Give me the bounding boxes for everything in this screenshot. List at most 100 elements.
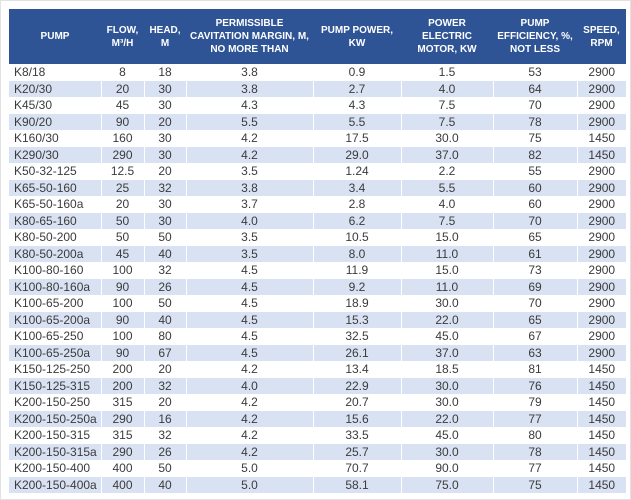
cell-power: 2.7 <box>312 80 401 97</box>
table-row: K80-50-200 50 50 3.5 10.5 15.0 65 2900 <box>9 229 626 246</box>
cell-head: 50 <box>143 229 186 246</box>
cell-cavitation: 4.5 <box>185 311 313 328</box>
cell-efficiency: 76 <box>492 377 577 394</box>
cell-motor: 37.0 <box>400 146 493 163</box>
table-row: K20/30 20 30 3.8 2.7 4.0 64 2900 <box>9 80 626 97</box>
cell-efficiency: 65 <box>492 229 577 246</box>
cell-flow: 160 <box>100 130 144 147</box>
cell-pump: K100-65-250a <box>14 345 91 360</box>
cell-efficiency: 60 <box>492 179 577 196</box>
cell-speed: 2900 <box>576 64 626 81</box>
cell-speed: 2900 <box>576 295 626 312</box>
cell-efficiency: 81 <box>492 361 577 378</box>
cell-flow: 45 <box>100 245 144 262</box>
cell-cavitation: 4.5 <box>185 328 313 345</box>
cell-cavitation: 3.5 <box>185 245 313 262</box>
cell-head: 32 <box>143 377 186 394</box>
cell-power: 22.9 <box>312 377 401 394</box>
cell-power: 11.9 <box>312 262 401 279</box>
table-row: K100-65-250 100 80 4.5 32.5 45.0 67 2900 <box>9 328 626 345</box>
cell-speed: 2900 <box>576 179 626 196</box>
cell-head: 16 <box>143 410 186 427</box>
cell-flow: 20 <box>100 196 144 213</box>
cell-motor: 11.0 <box>400 245 493 262</box>
cell-pump: K200-150-250a <box>14 411 97 426</box>
cell-head: 32 <box>143 427 186 444</box>
cell-flow: 20 <box>100 80 144 97</box>
cell-power: 20.7 <box>312 394 401 411</box>
cell-power: 18.9 <box>312 295 401 312</box>
cell-power: 15.6 <box>312 410 401 427</box>
cell-speed: 1450 <box>576 146 626 163</box>
cell-pump: K45/30 <box>14 98 53 112</box>
cell-power: 13.4 <box>312 361 401 378</box>
cell-cavitation: 5.0 <box>185 476 313 493</box>
cell-cavitation: 4.0 <box>185 212 313 229</box>
cell-head: 30 <box>143 196 186 213</box>
cell-speed: 1450 <box>576 377 626 394</box>
cell-pump: K100-80-160 <box>14 263 84 277</box>
table-body: K8/18 8 18 3.8 0.9 1.5 53 2900 K20/30 20 30 3.8 2.7 4… <box>9 64 626 493</box>
cell-speed: 2900 <box>576 262 626 279</box>
cell-cavitation: 4.5 <box>185 278 313 295</box>
cell-head: 18 <box>143 64 186 81</box>
cell-flow: 400 <box>100 476 144 493</box>
cell-power: 70.7 <box>312 460 401 477</box>
cell-power: 4.3 <box>312 97 401 114</box>
cell-pump: K150-125-250 <box>14 362 91 376</box>
table-row: K8/18 8 18 3.8 0.9 1.5 53 2900 <box>9 64 626 81</box>
cell-efficiency: 70 <box>492 212 577 229</box>
cell-speed: 1450 <box>576 130 626 147</box>
cell-head: 30 <box>143 97 186 114</box>
column-header-cavitation: PERMISSIBLE CAVITATION MARGIN, M, NO MOR… <box>186 9 313 64</box>
table-row: K80-50-200a 45 40 3.5 8.0 11.0 61 2900 <box>9 245 626 262</box>
cell-power: 15.3 <box>312 311 401 328</box>
cell-head: 20 <box>143 361 186 378</box>
cell-motor: 7.5 <box>400 97 493 114</box>
cell-flow: 45 <box>100 97 144 114</box>
cell-head: 32 <box>143 179 186 196</box>
table-row: K50-32-125 12.5 20 3.5 1.24 2.2 55 2900 <box>9 163 626 180</box>
cell-head: 30 <box>143 80 186 97</box>
cell-motor: 15.0 <box>400 229 493 246</box>
cell-motor: 45.0 <box>400 427 493 444</box>
cell-pump: K160/30 <box>14 131 59 145</box>
cell-pump: K100-65-200 <box>14 296 84 310</box>
cell-flow: 12.5 <box>100 163 144 180</box>
cell-flow: 90 <box>100 344 144 361</box>
cell-pump: K80-65-160 <box>14 213 77 228</box>
cell-efficiency: 78 <box>492 443 577 460</box>
cell-pump: K80-50-200a <box>14 246 84 261</box>
cell-efficiency: 64 <box>492 80 577 97</box>
cell-pump: K8/18 <box>14 65 46 79</box>
cell-speed: 1450 <box>576 394 626 411</box>
cell-head: 67 <box>143 344 186 361</box>
cell-power: 10.5 <box>312 229 401 246</box>
cell-motor: 5.5 <box>400 179 493 196</box>
cell-head: 40 <box>143 245 186 262</box>
cell-flow: 100 <box>100 295 144 312</box>
cell-efficiency: 78 <box>492 113 577 130</box>
cell-flow: 290 <box>100 146 144 163</box>
cell-speed: 1450 <box>576 460 626 477</box>
cell-flow: 25 <box>100 179 144 196</box>
cell-pump: K200-150-400 <box>14 461 91 475</box>
cell-pump: K200-150-400a <box>14 477 97 492</box>
cell-head: 30 <box>143 212 186 229</box>
cell-head: 50 <box>143 295 186 312</box>
cell-motor: 90.0 <box>400 460 493 477</box>
cell-speed: 2900 <box>576 328 626 345</box>
cell-efficiency: 65 <box>492 311 577 328</box>
cell-efficiency: 77 <box>492 410 577 427</box>
column-header-efficiency: PUMP EFFICIENCY, %, NOT LESS <box>493 9 577 64</box>
cell-cavitation: 4.2 <box>185 443 313 460</box>
cell-speed: 2900 <box>576 278 626 295</box>
cell-power: 32.5 <box>312 328 401 345</box>
cell-flow: 90 <box>100 278 144 295</box>
cell-flow: 200 <box>100 377 144 394</box>
cell-speed: 2900 <box>576 212 626 229</box>
cell-cavitation: 4.2 <box>185 410 313 427</box>
cell-head: 20 <box>143 113 186 130</box>
cell-pump: K50-32-125 <box>14 164 77 178</box>
cell-head: 26 <box>143 278 186 295</box>
